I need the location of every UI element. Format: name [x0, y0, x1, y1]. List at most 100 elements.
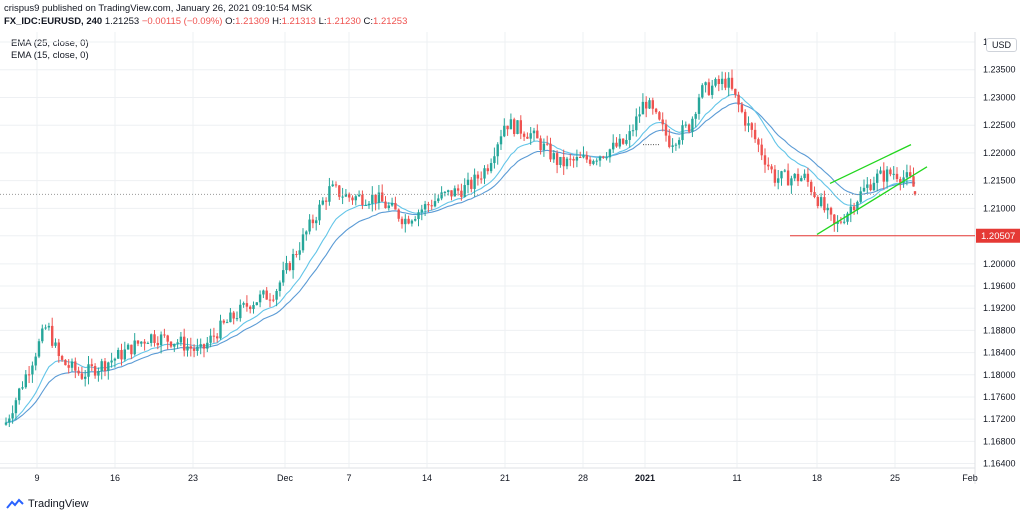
- candle-body: [311, 219, 315, 224]
- indicator-ema15-label[interactable]: EMA (15, close, 0): [11, 50, 89, 61]
- candle-body: [529, 133, 532, 139]
- candle-body: [21, 387, 24, 389]
- time-tick-label: 21: [500, 473, 510, 483]
- candle-body: [912, 176, 915, 187]
- candle-body: [856, 201, 859, 211]
- candle-body: [70, 361, 74, 368]
- candle-body: [433, 201, 437, 207]
- candle-body: [800, 178, 803, 182]
- channel-upper-line: [829, 144, 912, 185]
- candle-body: [631, 130, 635, 132]
- candle-body: [179, 336, 183, 343]
- candle-body: [780, 171, 783, 179]
- price-tick-label: 1.18800: [983, 325, 1016, 335]
- candle-body: [456, 188, 460, 191]
- candle-body: [483, 168, 486, 179]
- candle-body: [664, 124, 668, 136]
- candle-body: [852, 206, 856, 211]
- candle-body: [536, 130, 539, 139]
- candle-body: [113, 358, 117, 361]
- candle-body: [763, 155, 767, 165]
- candle-body: [473, 174, 476, 189]
- candle-body: [97, 370, 100, 376]
- candle-body: [334, 184, 338, 186]
- currency-badge[interactable]: USD: [986, 38, 1018, 52]
- support-price-label: 1.20507: [981, 231, 1015, 242]
- candle-body: [651, 100, 654, 109]
- candle-body: [628, 131, 631, 140]
- candle-body: [146, 342, 150, 344]
- candle-body: [767, 164, 770, 167]
- candle-body: [552, 153, 555, 160]
- candle-body: [117, 349, 120, 359]
- candle-body: [54, 342, 57, 346]
- candle-body: [466, 179, 470, 186]
- candle-body: [638, 114, 641, 117]
- candle-body: [282, 270, 285, 283]
- candle-body: [357, 194, 361, 197]
- candle-body: [18, 388, 21, 401]
- candle-body: [371, 194, 374, 204]
- candle-body: [608, 149, 612, 158]
- candle-body: [876, 173, 879, 183]
- candle-body: [387, 205, 390, 209]
- candle-body: [674, 144, 678, 146]
- candle-body: [691, 118, 694, 132]
- candle-body: [555, 153, 559, 165]
- candle-body: [882, 170, 885, 182]
- price-tick-label: 1.19200: [983, 303, 1016, 313]
- candle-body: [93, 366, 97, 376]
- price-tick-label: 1.19600: [983, 281, 1016, 291]
- time-tick-label: 28: [578, 473, 588, 483]
- candle-body: [443, 191, 447, 193]
- candle-body: [493, 156, 496, 164]
- candle-body: [549, 143, 552, 160]
- publish-info: crispus9 published on TradingView.com, J…: [4, 3, 313, 14]
- indicator-ema25-label[interactable]: EMA (25, close, 0): [11, 38, 89, 49]
- candle-body: [430, 205, 433, 207]
- candle-body: [625, 139, 628, 144]
- candle-body: [110, 360, 113, 363]
- candle-body: [249, 306, 252, 310]
- candle-body: [275, 290, 278, 300]
- candle-body: [503, 125, 506, 137]
- candle-body: [427, 204, 430, 206]
- candle-body: [351, 197, 354, 201]
- candle-body: [476, 174, 480, 179]
- candle-body: [136, 340, 140, 344]
- candle-body: [866, 184, 869, 188]
- candle-body: [816, 197, 819, 207]
- candle-body: [750, 123, 753, 130]
- candle-body: [905, 172, 909, 178]
- price-tick-label: 1.16800: [983, 436, 1016, 446]
- candle-body: [744, 111, 747, 126]
- candle-body: [730, 77, 734, 89]
- candle-body: [348, 193, 351, 198]
- candle-body: [823, 197, 826, 211]
- candle-body: [394, 202, 397, 210]
- time-tick-label: 16: [110, 473, 120, 483]
- price-tick-label: 1.20000: [983, 259, 1016, 269]
- candle-body: [338, 185, 341, 197]
- candle-body: [331, 184, 334, 187]
- candle-body: [301, 234, 305, 251]
- candle-body: [539, 138, 542, 151]
- candle-body: [245, 303, 249, 307]
- candle-body: [255, 302, 258, 306]
- tradingview-branding[interactable]: TradingView: [6, 498, 89, 510]
- candle-body: [414, 219, 417, 221]
- candle-body: [100, 361, 103, 371]
- price-tick-label: 1.22000: [983, 148, 1016, 158]
- channel-lower-line: [816, 166, 928, 236]
- candle-body: [836, 221, 839, 224]
- candle-body: [648, 100, 651, 109]
- candle-body: [889, 169, 892, 175]
- candle-body: [192, 348, 196, 351]
- candle-body: [740, 104, 744, 112]
- candle-body: [103, 361, 107, 371]
- candle-body: [913, 191, 917, 195]
- candle-body: [879, 170, 882, 174]
- candle-body: [598, 156, 602, 161]
- candle-body: [796, 173, 800, 182]
